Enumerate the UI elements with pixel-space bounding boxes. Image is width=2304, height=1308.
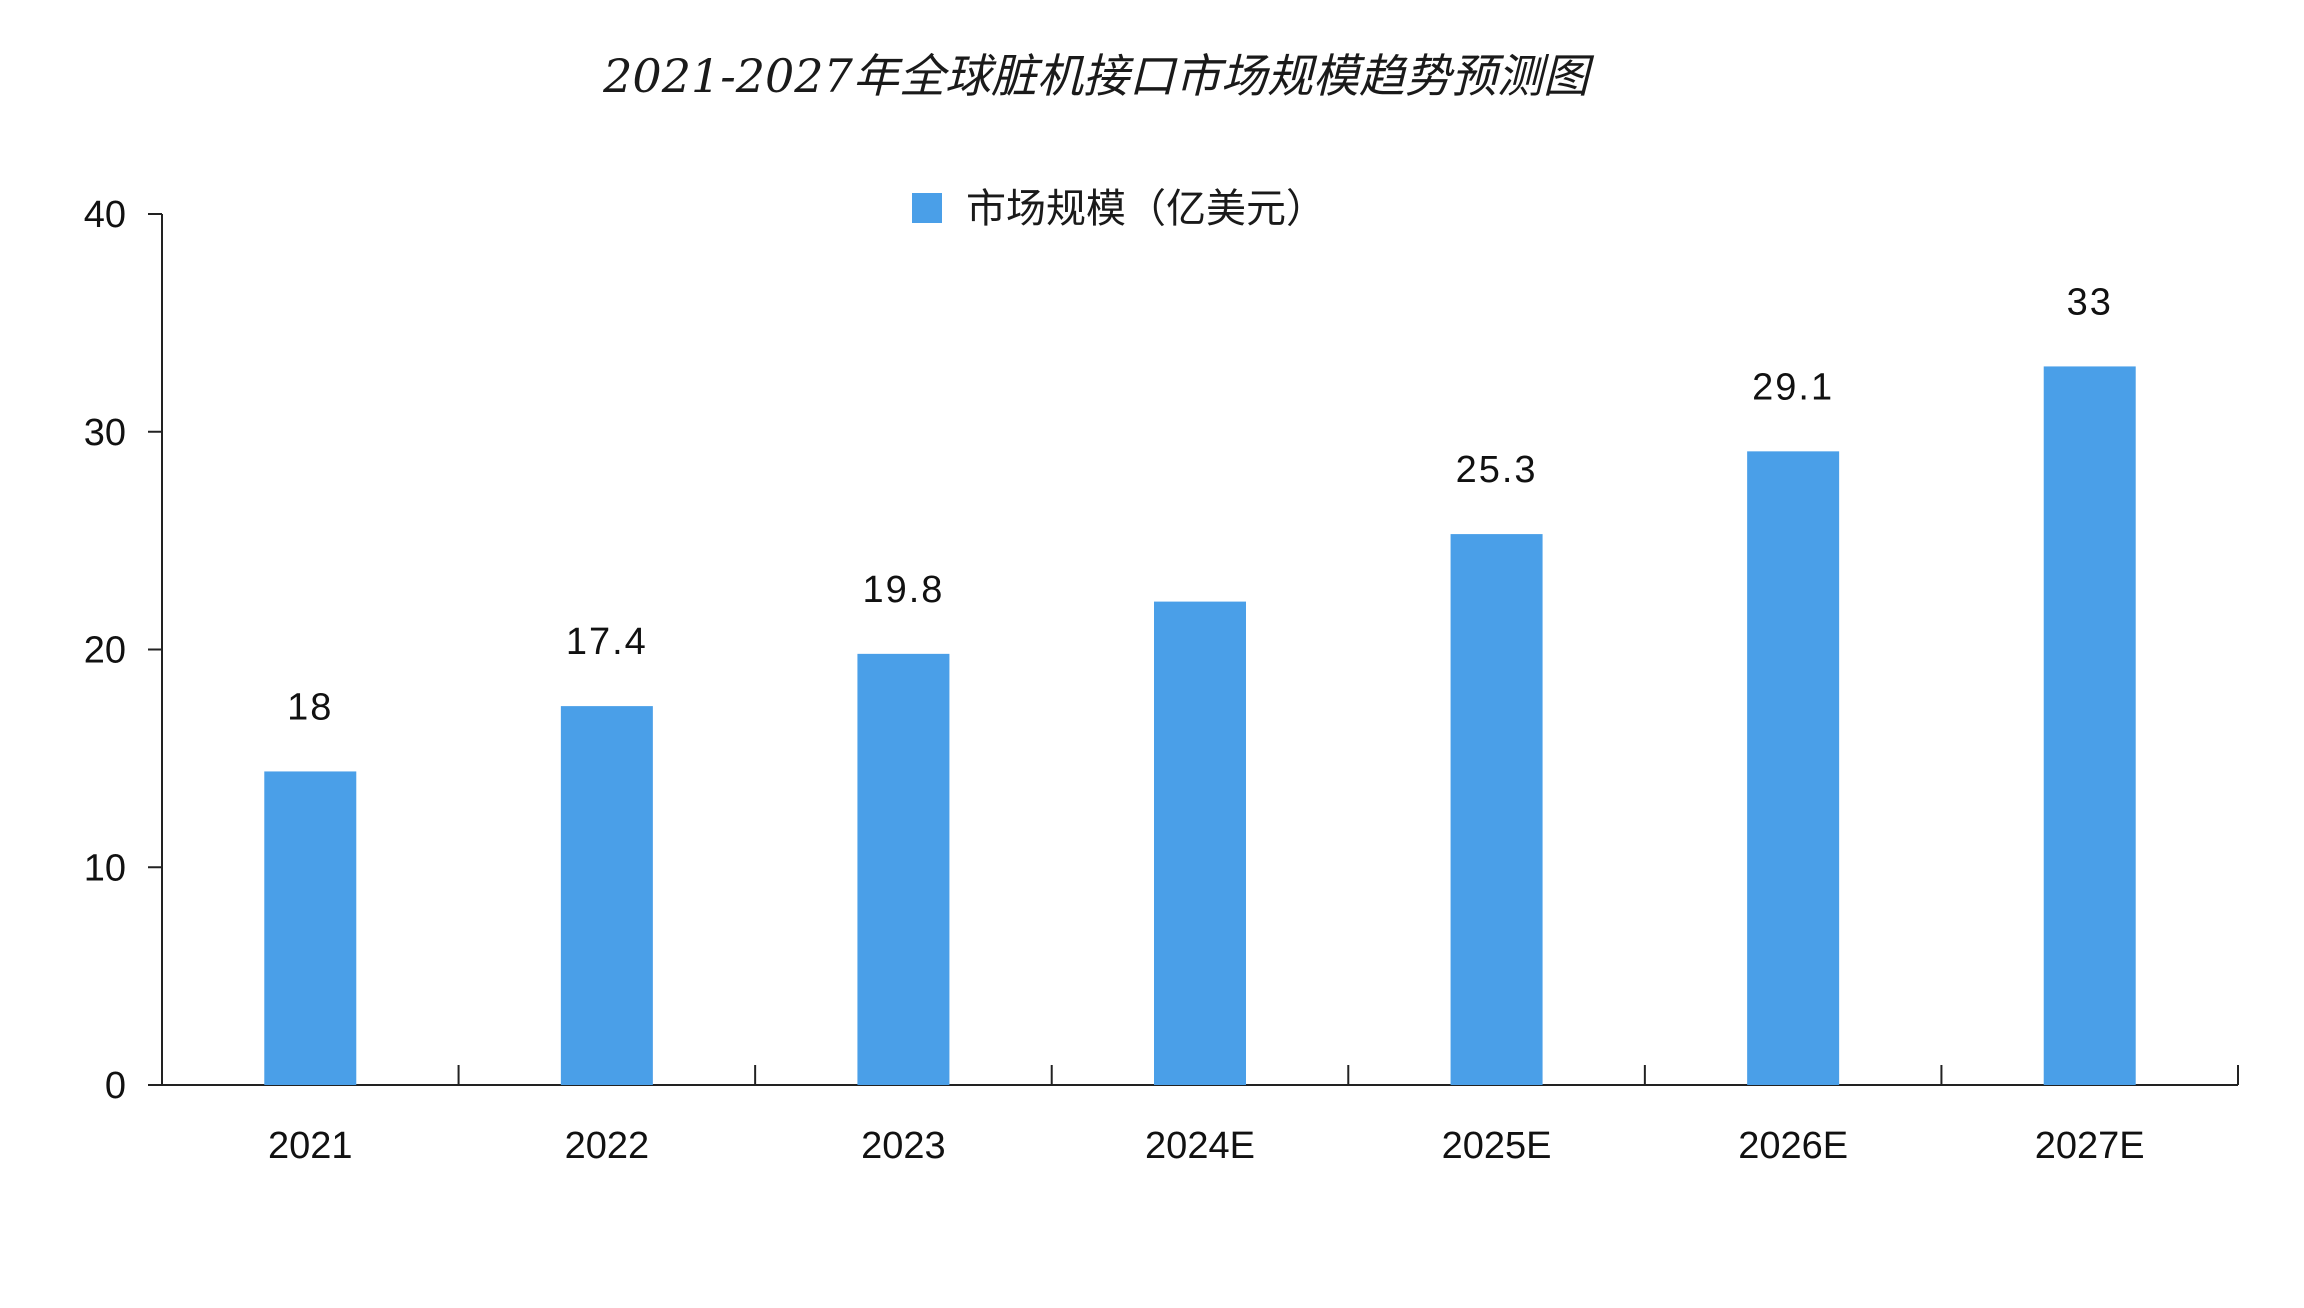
bar-value-label: 25.3: [1456, 449, 1538, 491]
x-category-label: 2024E: [1145, 1125, 1255, 1167]
bar: [857, 653, 950, 1085]
y-ticks: 0 10 20 30 40: [84, 194, 162, 1107]
legend-label: 市场规模（亿美元）: [966, 186, 1326, 232]
y-tick-label: 30: [84, 412, 126, 454]
bar: [1154, 601, 1246, 1085]
bar: [264, 771, 357, 1085]
y-tick-label: 20: [84, 630, 126, 672]
x-category-label: 2027E: [2035, 1125, 2145, 1167]
bar-value-label: 19.8: [862, 569, 944, 611]
x-category-label: 2025E: [1442, 1125, 1552, 1167]
x-ticks: 2021 2022 2023 2024E 2025E 2026E 2027E: [268, 1065, 2239, 1167]
legend-swatch: [912, 193, 942, 223]
y-tick-label: 10: [84, 847, 126, 889]
bar: [1747, 451, 1840, 1085]
x-category-label: 2022: [565, 1125, 650, 1167]
chart-legend: 市场规模（亿美元）: [912, 186, 1326, 232]
y-tick-label: 0: [105, 1065, 126, 1107]
x-category-label: 2021: [268, 1125, 353, 1167]
chart-title: 2021-2027年全球脏机接口市场规模趋势预测图: [602, 49, 1595, 103]
bars: [264, 366, 2136, 1085]
bar-value-label: 18: [287, 686, 333, 728]
bar: [1450, 534, 1543, 1085]
bar-value-label: 33: [2067, 281, 2113, 323]
value-labels: 18 17.4 19.8 25.3 29.1 33: [287, 281, 2113, 728]
x-category-label: 2026E: [1738, 1125, 1848, 1167]
bar-value-label: 29.1: [1752, 366, 1834, 408]
x-category-label: 2023: [861, 1125, 946, 1167]
bar-value-label: 17.4: [566, 621, 648, 663]
y-tick-label: 40: [84, 194, 126, 236]
bar: [560, 706, 653, 1085]
bar: [2043, 366, 2136, 1085]
